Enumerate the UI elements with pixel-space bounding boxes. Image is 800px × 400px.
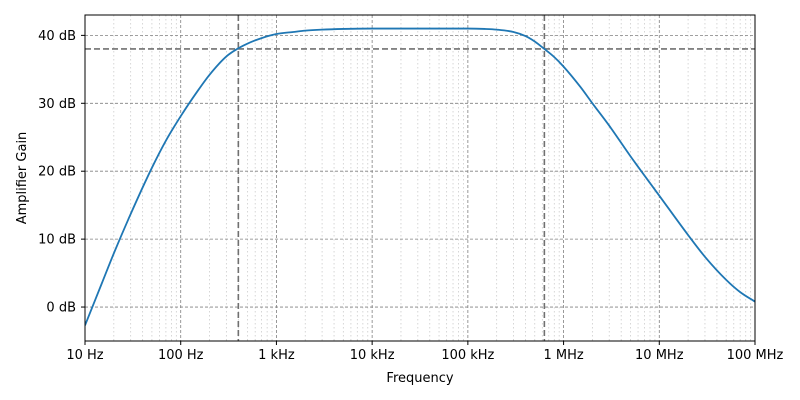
- y-tick-label: 40 dB: [38, 29, 76, 44]
- y-tick-label: 0 dB: [46, 301, 76, 316]
- gain-curve: [85, 27, 755, 326]
- x-tick-label: 100 Hz: [158, 348, 204, 363]
- x-tick-label: 100 MHz: [727, 348, 784, 363]
- minor-grid: [113, 15, 752, 341]
- plot-frame: [84, 14, 756, 342]
- y-axis-ticks: 0 dB 10 dB 20 dB 30 dB 40 dB: [38, 29, 85, 316]
- x-axis-ticks: 10 Hz 100 Hz 1 kHz 10 kHz 100 kHz 1 MHz 10 MHz…: [66, 341, 784, 363]
- y-tick-label: 20 dB: [38, 165, 76, 180]
- series-layer: [85, 27, 755, 326]
- x-tick-label: 1 MHz: [543, 348, 583, 363]
- x-axis-label: Frequency: [386, 371, 453, 386]
- x-tick-label: 10 Hz: [66, 348, 103, 363]
- major-grid: [85, 15, 755, 341]
- y-tick-label: 30 dB: [38, 97, 76, 112]
- reference-lines: [85, 15, 755, 341]
- x-tick-label: 10 MHz: [635, 348, 684, 363]
- y-tick-label: 10 dB: [38, 233, 76, 248]
- x-tick-label: 1 kHz: [258, 348, 295, 363]
- x-tick-label: 10 kHz: [350, 348, 395, 363]
- y-axis-label: Amplifier Gain: [15, 132, 30, 225]
- x-tick-label: 100 kHz: [441, 348, 494, 363]
